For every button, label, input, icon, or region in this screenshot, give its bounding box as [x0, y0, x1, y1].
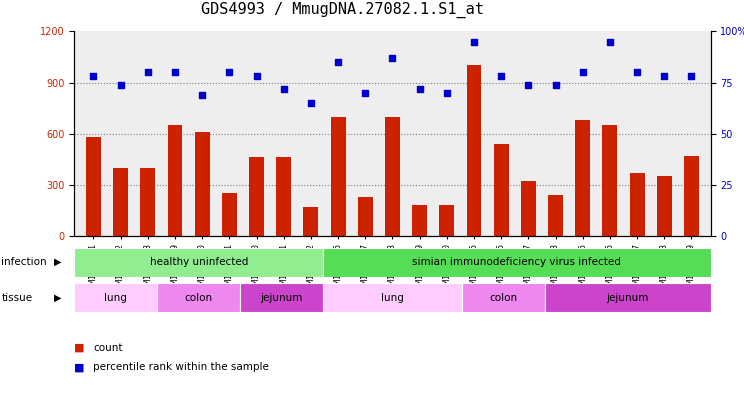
- Point: [169, 69, 181, 75]
- Text: healthy uninfected: healthy uninfected: [150, 257, 248, 267]
- Point: [251, 73, 263, 79]
- Text: ▶: ▶: [54, 257, 62, 267]
- Bar: [86, 137, 101, 236]
- Bar: [684, 156, 699, 236]
- Point: [441, 90, 453, 96]
- Bar: [545, 283, 711, 312]
- Bar: [440, 205, 455, 236]
- Text: count: count: [93, 343, 123, 353]
- Bar: [324, 248, 711, 277]
- Point: [685, 73, 697, 79]
- Point: [522, 81, 534, 88]
- Point: [550, 81, 562, 88]
- Point: [115, 81, 126, 88]
- Point: [142, 69, 154, 75]
- Point: [196, 92, 208, 98]
- Text: lung: lung: [381, 293, 404, 303]
- Text: ■: ■: [74, 343, 85, 353]
- Bar: [494, 144, 509, 236]
- Bar: [74, 283, 158, 312]
- Bar: [74, 248, 324, 277]
- Point: [332, 59, 344, 65]
- Point: [387, 55, 399, 61]
- Point: [496, 73, 507, 79]
- Bar: [385, 117, 400, 236]
- Bar: [330, 117, 345, 236]
- Bar: [575, 120, 590, 236]
- Bar: [141, 168, 155, 236]
- Bar: [521, 181, 536, 236]
- Bar: [412, 205, 427, 236]
- Text: lung: lung: [104, 293, 127, 303]
- Bar: [304, 207, 318, 236]
- Bar: [461, 283, 545, 312]
- Text: GDS4993 / MmugDNA.27082.1.S1_at: GDS4993 / MmugDNA.27082.1.S1_at: [201, 2, 484, 18]
- Bar: [548, 195, 563, 236]
- Bar: [466, 66, 481, 236]
- Point: [223, 69, 235, 75]
- Point: [278, 86, 289, 92]
- Text: simian immunodeficiency virus infected: simian immunodeficiency virus infected: [412, 257, 621, 267]
- Text: percentile rank within the sample: percentile rank within the sample: [93, 362, 269, 373]
- Bar: [240, 283, 324, 312]
- Point: [577, 69, 589, 75]
- Bar: [657, 176, 672, 236]
- Text: colon: colon: [489, 293, 517, 303]
- Text: jejunum: jejunum: [260, 293, 303, 303]
- Text: jejunum: jejunum: [606, 293, 649, 303]
- Bar: [195, 132, 210, 236]
- Bar: [358, 196, 373, 236]
- Text: tissue: tissue: [1, 292, 33, 303]
- Text: ▶: ▶: [54, 292, 62, 303]
- Bar: [629, 173, 644, 236]
- Bar: [158, 283, 240, 312]
- Bar: [113, 168, 128, 236]
- Point: [468, 39, 480, 45]
- Text: ■: ■: [74, 362, 85, 373]
- Point: [631, 69, 643, 75]
- Point: [359, 90, 371, 96]
- Bar: [276, 158, 291, 236]
- Bar: [249, 158, 264, 236]
- Bar: [222, 193, 237, 236]
- Text: infection: infection: [1, 257, 47, 267]
- Text: colon: colon: [185, 293, 213, 303]
- Point: [604, 39, 616, 45]
- Bar: [167, 125, 182, 236]
- Bar: [603, 125, 618, 236]
- Point: [305, 100, 317, 106]
- Point: [414, 86, 426, 92]
- Point: [88, 73, 100, 79]
- Bar: [324, 283, 461, 312]
- Point: [658, 73, 670, 79]
